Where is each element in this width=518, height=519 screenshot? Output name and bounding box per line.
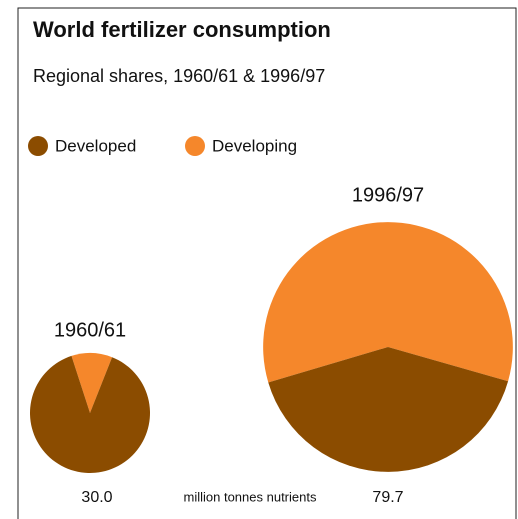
unit-label: million tonnes nutrients [184,489,317,504]
pie-slice [30,355,151,473]
total-label: 79.7 [372,489,403,506]
legend-swatch [28,136,48,156]
pie-slice [268,347,509,472]
chart-subtitle: Regional shares, 1960/61 & 1996/97 [33,66,325,86]
pie-slice [263,222,513,383]
pie-label: 1996/97 [352,184,424,206]
pie-slice [71,353,113,413]
pie-label: 1960/61 [54,319,126,341]
total-label: 30.0 [81,489,112,506]
legend-label: Developed [55,136,136,155]
chart-title: World fertilizer consumption [33,17,331,42]
legend-label: Developing [212,136,297,155]
legend-swatch [185,136,205,156]
frame [17,7,517,519]
